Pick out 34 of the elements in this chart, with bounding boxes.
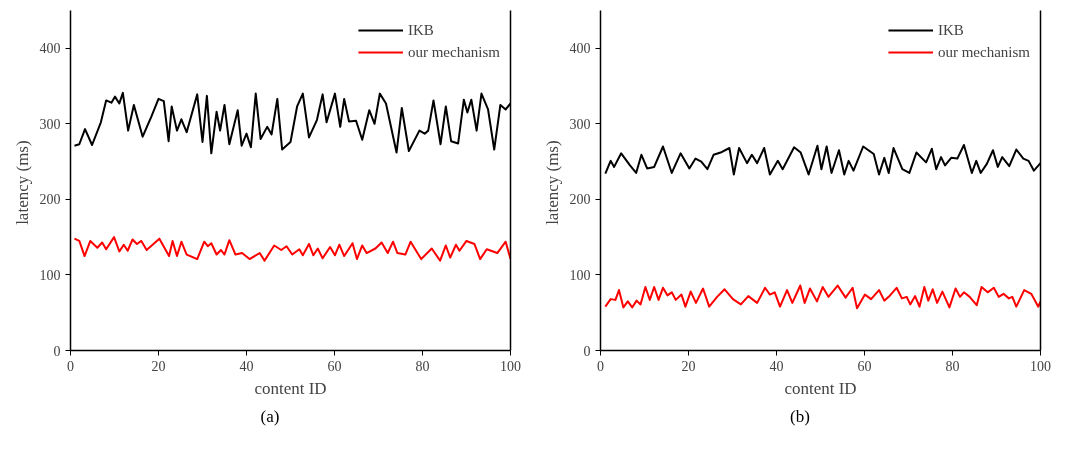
y-tick-label: 400 — [39, 41, 61, 57]
x-tick-label: 0 — [597, 358, 604, 374]
y-tick-label: 100 — [569, 267, 591, 283]
line-series — [73, 236, 511, 262]
x-tick-label: 60 — [857, 358, 872, 374]
y-tick-label: 100 — [39, 267, 61, 283]
y-axis-title: latency (ms) — [12, 140, 32, 225]
y-axis-title: latency (ms) — [542, 140, 562, 225]
legend-label: our mechanism — [407, 43, 500, 61]
y-tick-label: 300 — [569, 116, 591, 132]
legend-label: our mechanism — [937, 43, 1030, 61]
x-tick-label: 0 — [67, 358, 74, 374]
text: (b) — [790, 406, 810, 428]
x-tick-label: 60 — [327, 358, 342, 374]
x-tick-label: 80 — [415, 358, 430, 374]
x-tick-label: 100 — [1030, 358, 1051, 374]
legend-label: IKB — [937, 21, 964, 39]
y-tick-label: 0 — [583, 343, 591, 359]
x-tick-label: 40 — [769, 358, 784, 374]
x-tick-label: 40 — [239, 358, 254, 374]
line-series — [604, 284, 1041, 310]
x-tick-label: 20 — [151, 358, 166, 374]
text: (a) — [260, 406, 280, 428]
y-tick-label: 200 — [569, 192, 591, 208]
legend-label: IKB — [407, 21, 434, 39]
y-tick-label: 300 — [39, 116, 61, 132]
y-tick-label: 0 — [53, 343, 61, 359]
x-tick-label: 100 — [500, 358, 521, 374]
x-tick-label: 20 — [681, 358, 696, 374]
x-axis-title: content ID — [784, 378, 857, 398]
y-tick-label: 400 — [569, 41, 591, 57]
y-tick-label: 200 — [39, 192, 61, 208]
x-tick-label: 80 — [945, 358, 960, 374]
x-axis-title: content ID — [254, 378, 327, 398]
